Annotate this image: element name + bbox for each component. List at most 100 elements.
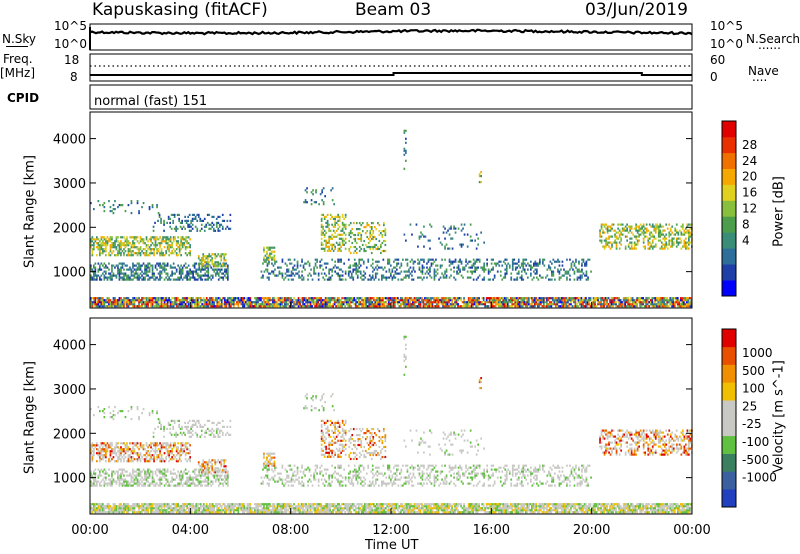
power-cell: [248, 301, 250, 304]
power-cell: [151, 242, 154, 245]
power-cell: [207, 264, 210, 267]
power-cell: [571, 305, 574, 308]
power-cell: [242, 301, 244, 304]
power-cell: [96, 297, 98, 300]
power-cell: [106, 305, 109, 308]
power-cell: [187, 272, 190, 275]
power-cell: [537, 264, 540, 267]
velocity-cell: [135, 511, 137, 514]
power-cell: [520, 297, 523, 300]
power-cell: [376, 299, 378, 302]
power-cell: [163, 221, 165, 224]
power-cell: [306, 191, 308, 194]
velocity-cell: [165, 509, 167, 512]
power-cell: [585, 262, 588, 265]
power-cell: [197, 257, 200, 260]
power-cell: [118, 242, 121, 245]
power-cell: [169, 301, 172, 304]
power-cell: [154, 242, 157, 245]
velocity-cell: [145, 511, 148, 514]
power-cell: [168, 250, 170, 253]
power-cell: [505, 272, 508, 275]
power-cell: [154, 264, 157, 267]
power-cell: [445, 274, 448, 277]
velocity-cell: [281, 507, 283, 510]
velocity-cell: [190, 505, 193, 508]
power-cell: [317, 303, 319, 306]
power-cell: [221, 263, 224, 266]
power-cell: [178, 252, 181, 255]
power-cell: [186, 266, 188, 269]
power-cell: [227, 276, 229, 279]
power-cell: [361, 258, 364, 261]
power-cell: [533, 264, 535, 267]
power-cell: [597, 297, 599, 300]
power-cell: [657, 305, 660, 308]
velocity-cell: [260, 505, 262, 508]
power-cell: [686, 231, 689, 234]
freq-line: [90, 72, 692, 76]
power-cell: [535, 301, 538, 304]
velocity-cell: [171, 509, 173, 512]
power-cell: [341, 241, 344, 244]
power-cell: [308, 264, 311, 267]
power-cell: [181, 219, 183, 222]
velocity-cell: [90, 509, 92, 512]
power-cell: [444, 227, 446, 230]
velocity-cell: [142, 507, 145, 510]
power-cell: [181, 266, 184, 269]
power-cell: [287, 268, 290, 271]
power-cell: [624, 299, 626, 302]
power-cell: [127, 242, 130, 245]
power-cell: [503, 303, 506, 306]
velocity-cell: [228, 509, 231, 512]
power-cell: [96, 278, 98, 281]
power-cell: [169, 299, 172, 302]
power-cell: [369, 303, 372, 306]
power-cell: [409, 299, 411, 302]
power-cell: [323, 247, 326, 250]
power-cell: [127, 303, 130, 306]
power-cell: [466, 305, 468, 308]
power-cell: [109, 244, 112, 247]
power-cell: [174, 301, 176, 304]
power-cell: [267, 248, 270, 251]
velocity-cell: [138, 505, 140, 508]
power-cell: [661, 305, 664, 308]
power-cell: [165, 276, 167, 279]
power-cell: [148, 301, 151, 304]
velocity-cell: [132, 511, 134, 514]
power-cell: [272, 258, 274, 261]
power-cell: [659, 223, 662, 226]
power-cell: [96, 246, 98, 249]
power-cell: [257, 305, 259, 308]
power-cell: [127, 250, 130, 253]
power-cell: [192, 276, 194, 279]
power-cell: [664, 299, 667, 302]
velocity-cell: [184, 503, 187, 506]
power-cell: [529, 305, 532, 308]
power-cell: [297, 297, 300, 300]
power-cell: [438, 237, 440, 240]
power-cell: [457, 305, 459, 308]
power-cell: [494, 303, 497, 306]
power-cell: [281, 297, 283, 300]
power-cell: [159, 264, 161, 267]
power-cell: [174, 266, 176, 269]
power-cell: [130, 299, 133, 302]
power-cell: [430, 297, 432, 300]
power-cell: [105, 264, 107, 267]
power-cell: [360, 237, 363, 241]
power-cell: [96, 236, 98, 239]
power-cell: [129, 299, 131, 302]
power-cell: [204, 305, 207, 308]
velocity-cell: [211, 509, 214, 512]
power-cell: [584, 274, 586, 277]
power-cell: [444, 258, 446, 261]
power-cell: [673, 303, 676, 306]
power-cell: [162, 268, 164, 271]
power-cell: [251, 301, 253, 304]
power-cell: [112, 301, 115, 304]
power-cell: [683, 233, 686, 236]
power-cell: [557, 268, 559, 271]
